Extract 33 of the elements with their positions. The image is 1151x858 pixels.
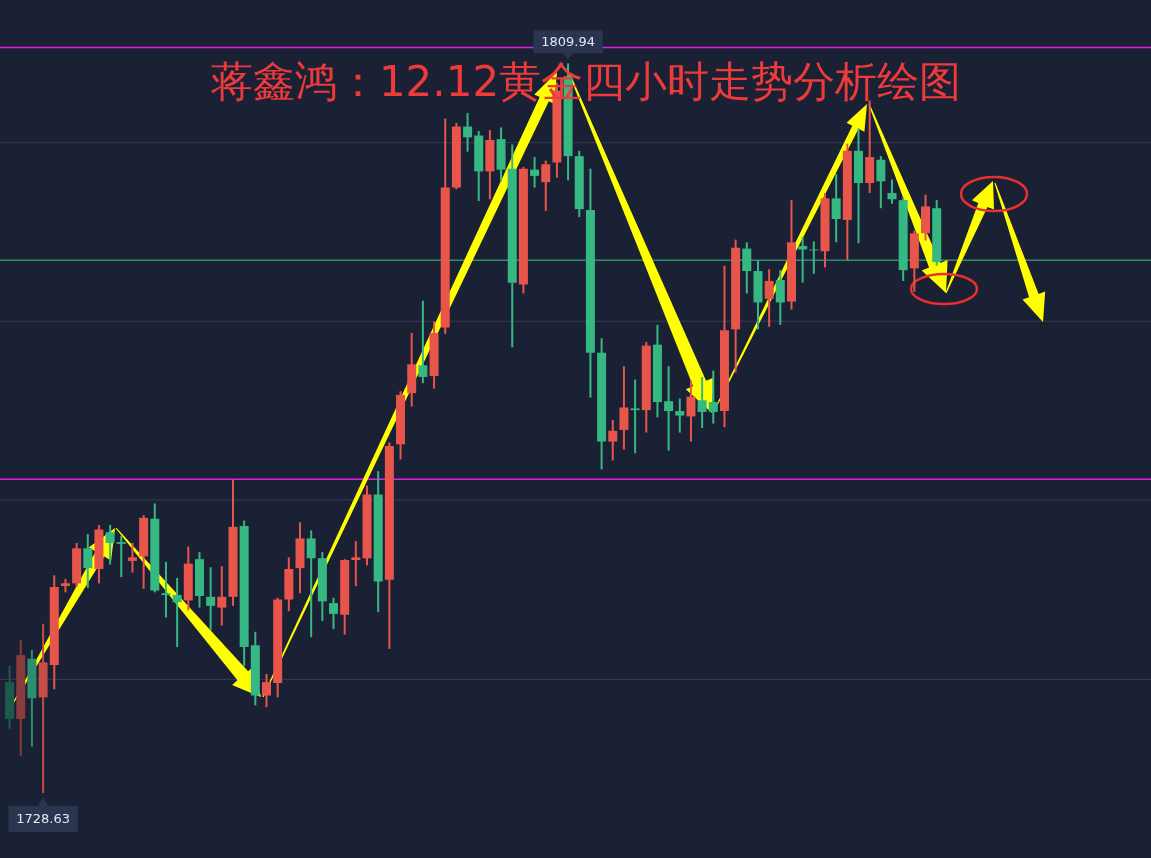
candlestick <box>306 529 316 639</box>
candlestick <box>172 576 182 649</box>
candlestick <box>206 566 216 632</box>
candlestick <box>116 534 126 579</box>
candlestick <box>887 178 897 205</box>
candlestick <box>742 241 752 295</box>
candlestick <box>876 155 886 210</box>
candlestick <box>541 159 551 212</box>
candlestick <box>619 365 629 451</box>
candlestick <box>329 596 339 631</box>
candlestick <box>161 560 171 619</box>
candlestick <box>351 540 361 588</box>
candlestick <box>463 112 473 153</box>
candlestick <box>686 379 696 443</box>
candlestick <box>217 565 227 627</box>
candlestick <box>105 524 115 566</box>
candlestick <box>675 397 685 434</box>
candlestick <box>775 269 785 326</box>
candlestick <box>664 365 674 452</box>
candlestick <box>764 268 774 328</box>
annotation: 1728.63 <box>16 811 70 827</box>
candlestick <box>630 378 640 455</box>
candlestick <box>831 173 841 244</box>
candlestick <box>530 156 540 189</box>
candlestick <box>708 369 718 425</box>
annotation: 1809.94 <box>541 34 595 50</box>
candlestick <box>418 299 428 385</box>
candlestick <box>697 375 707 430</box>
candlestick <box>262 673 271 709</box>
candlestick <box>798 235 808 284</box>
candlestick <box>127 541 137 574</box>
candlestick <box>608 419 618 462</box>
candlestick <box>83 533 93 589</box>
